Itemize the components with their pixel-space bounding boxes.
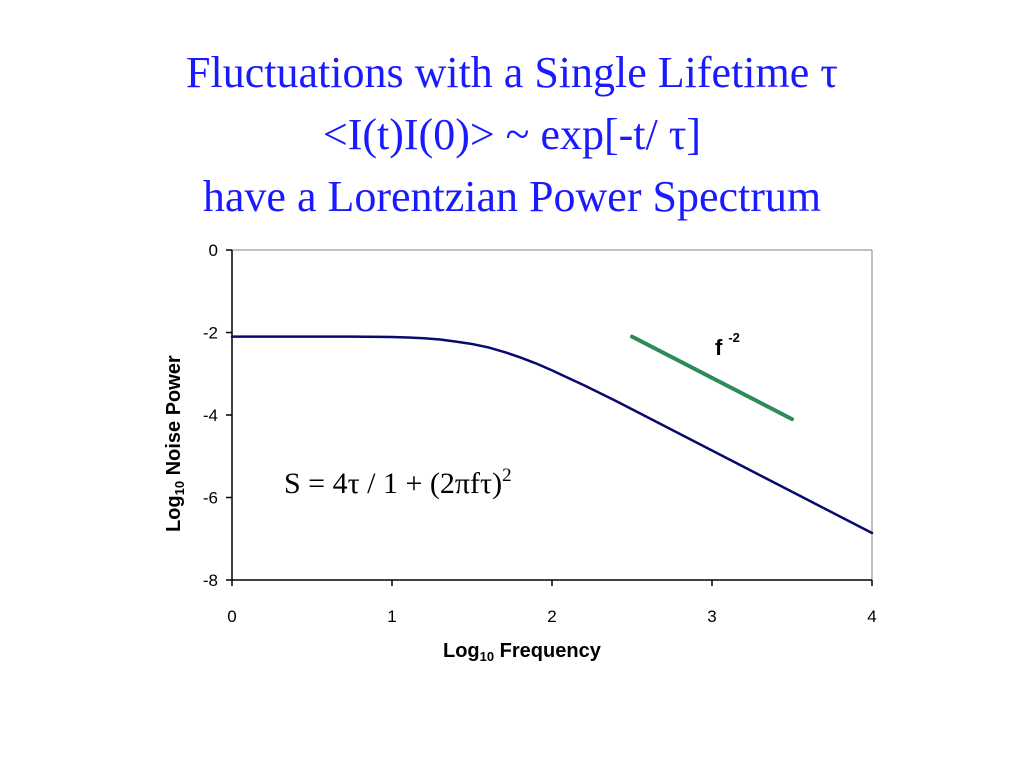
title-line-1: Fluctuations with a Single Lifetime τ <box>186 48 838 97</box>
y-tick-label: -6 <box>203 489 218 508</box>
plot-frame <box>231 249 873 581</box>
formula-annotation: S = 4τ / 1 + (2πfτ)2 <box>284 465 512 500</box>
x-tick-label: 0 <box>227 607 236 626</box>
x-axis-ticks: 0 1 2 3 4 <box>227 580 877 626</box>
slope-annotation: f -2 <box>715 330 740 360</box>
y-axis-label: Log10 Noise Power <box>163 355 187 532</box>
lorentzian-curve <box>230 335 874 535</box>
title-line-3: have a Lorentzian Power Spectrum <box>202 172 822 221</box>
y-tick-label: -4 <box>203 406 218 425</box>
x-tick-label: 4 <box>867 607 876 626</box>
y-axis-ticks: 0 -2 -4 -6 -8 <box>203 241 232 590</box>
y-tick-label: -8 <box>203 571 218 590</box>
y-tick-label: -2 <box>203 324 218 343</box>
title-line-2: <I(t)I(0)> ~ exp[-t/ τ] <box>322 110 702 159</box>
slope-reference-line <box>630 334 794 422</box>
series-layer <box>230 334 874 535</box>
slide-title: Fluctuations with a Single Lifetime τ <I… <box>0 42 1024 228</box>
x-tick-label: 1 <box>387 607 396 626</box>
x-axis-label: Log10 Frequency <box>443 640 602 664</box>
y-tick-label: 0 <box>209 241 218 260</box>
x-tick-label: 3 <box>707 607 716 626</box>
x-tick-label: 2 <box>547 607 556 626</box>
